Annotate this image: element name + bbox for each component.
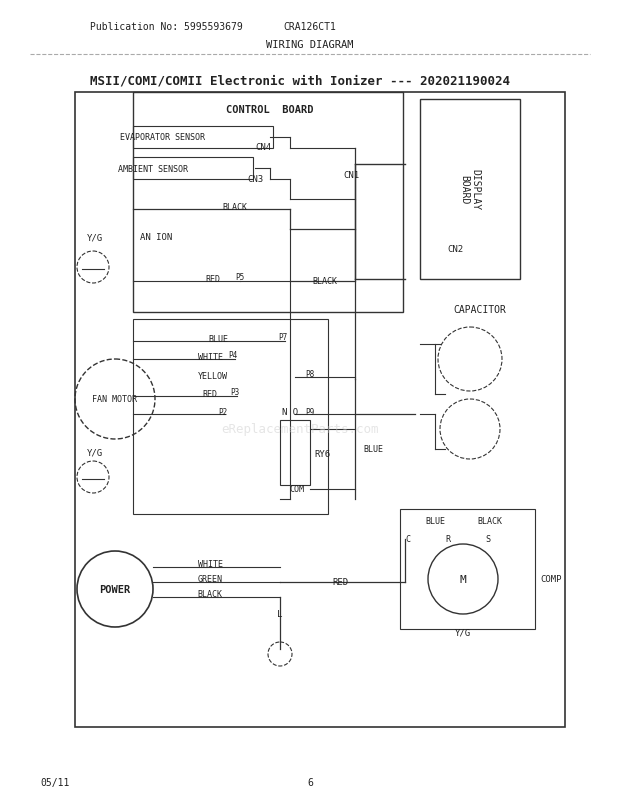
Text: BLACK: BLACK	[223, 202, 247, 211]
Text: Y/G: Y/G	[455, 628, 471, 637]
Text: RED: RED	[203, 390, 218, 399]
Text: S: S	[485, 535, 490, 544]
Text: CN1: CN1	[343, 170, 359, 180]
Text: BLUE: BLUE	[425, 516, 445, 526]
Text: CN3: CN3	[247, 174, 263, 184]
Text: RED: RED	[332, 577, 348, 587]
Text: Y/G: Y/G	[87, 448, 103, 457]
Bar	[400, 509, 535, 630]
Bar	[280, 420, 310, 485]
Text: BLACK: BLACK	[477, 516, 502, 526]
Text: P7: P7	[278, 333, 287, 342]
Bar	[133, 127, 273, 149]
Text: L: L	[277, 610, 283, 618]
Text: FAN MOTOR: FAN MOTOR	[92, 395, 138, 404]
Bar	[133, 320, 328, 514]
Text: P8: P8	[305, 370, 314, 379]
Text: GREEN: GREEN	[198, 575, 223, 584]
Text: AN ION: AN ION	[140, 233, 172, 242]
Text: WHITE: WHITE	[198, 560, 223, 569]
Text: eReplacementParts.com: eReplacementParts.com	[221, 423, 379, 436]
Text: BLUE: BLUE	[363, 445, 383, 454]
Text: BLUE: BLUE	[208, 335, 228, 344]
Bar	[420, 100, 520, 280]
Text: BLACK: BLACK	[198, 589, 223, 599]
Text: BLACK: BLACK	[312, 277, 337, 286]
Text: R: R	[446, 535, 451, 544]
Text: CONTROL  BOARD: CONTROL BOARD	[226, 105, 314, 115]
Text: COMP: COMP	[540, 575, 562, 584]
Text: P2: P2	[218, 408, 228, 417]
Text: C: C	[405, 535, 410, 544]
Text: CN4: CN4	[255, 142, 271, 152]
Text: EVAPORATOR SENSOR: EVAPORATOR SENSOR	[120, 133, 205, 142]
Text: AMBIENT SENSOR: AMBIENT SENSOR	[118, 164, 188, 173]
Text: WHITE: WHITE	[198, 353, 223, 362]
Text: Publication No: 5995593679: Publication No: 5995593679	[90, 22, 243, 32]
Text: COM: COM	[289, 485, 304, 494]
Bar	[133, 93, 403, 313]
Text: MSII/COMI/COMII Electronic with Ionizer --- 202021190024: MSII/COMI/COMII Electronic with Ionizer …	[90, 75, 510, 88]
Text: Y/G: Y/G	[87, 233, 103, 242]
Text: RED: RED	[205, 275, 220, 284]
Text: POWER: POWER	[99, 585, 131, 594]
Text: CRA126CT1: CRA126CT1	[283, 22, 337, 32]
Text: 6: 6	[307, 777, 313, 787]
Text: CN2: CN2	[447, 245, 463, 254]
Text: N O: N O	[282, 408, 298, 417]
Text: P9: P9	[305, 408, 314, 417]
Text: P5: P5	[235, 273, 244, 282]
Text: RY6: RY6	[314, 450, 330, 459]
Bar	[75, 93, 565, 727]
Text: CAPACITOR: CAPACITOR	[454, 305, 507, 314]
Text: P4: P4	[228, 351, 237, 360]
Text: WIRING DIAGRAM: WIRING DIAGRAM	[266, 40, 354, 50]
Text: YELLOW: YELLOW	[198, 372, 228, 381]
Text: DISPLAY
BOARD: DISPLAY BOARD	[459, 169, 481, 210]
Text: P3: P3	[230, 388, 239, 397]
Text: M: M	[459, 574, 466, 585]
Bar	[133, 158, 253, 180]
Text: 05/11: 05/11	[40, 777, 69, 787]
